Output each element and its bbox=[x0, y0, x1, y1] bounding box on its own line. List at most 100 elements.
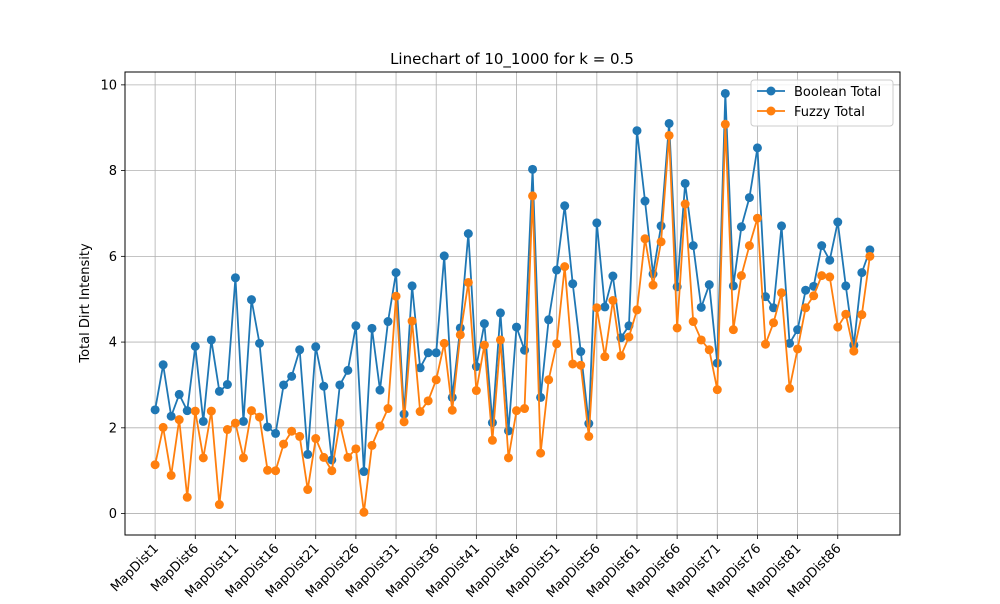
data-point bbox=[367, 323, 377, 333]
data-point bbox=[150, 405, 160, 415]
data-point bbox=[528, 164, 538, 174]
data-point bbox=[777, 288, 787, 298]
data-point bbox=[632, 305, 642, 315]
data-point bbox=[503, 453, 513, 463]
data-point bbox=[648, 280, 658, 290]
data-point bbox=[255, 338, 265, 348]
data-point bbox=[680, 199, 690, 209]
data-point bbox=[174, 415, 184, 425]
y-axis-label: Total Dirt Intensity bbox=[78, 243, 93, 364]
data-point bbox=[238, 416, 248, 426]
data-point bbox=[720, 88, 730, 98]
data-point bbox=[375, 385, 385, 395]
data-point bbox=[295, 431, 305, 441]
data-point bbox=[463, 277, 473, 287]
legend-label-fuzzy: Fuzzy Total bbox=[794, 105, 865, 120]
data-point bbox=[632, 126, 642, 136]
grid-lines bbox=[125, 72, 900, 535]
data-point bbox=[801, 285, 811, 295]
data-point bbox=[752, 143, 762, 153]
data-point bbox=[391, 268, 401, 278]
data-point bbox=[375, 421, 385, 431]
data-point bbox=[785, 338, 795, 348]
data-point bbox=[439, 251, 449, 261]
data-point bbox=[335, 380, 345, 390]
data-point bbox=[423, 396, 433, 406]
data-point bbox=[214, 386, 224, 396]
data-point bbox=[246, 406, 256, 416]
data-point bbox=[865, 245, 875, 255]
data-point bbox=[439, 338, 449, 348]
data-point bbox=[230, 418, 240, 428]
data-point bbox=[447, 392, 457, 402]
data-point bbox=[343, 452, 353, 462]
data-point bbox=[704, 280, 714, 290]
data-point bbox=[311, 342, 321, 352]
data-point bbox=[656, 221, 666, 231]
data-point bbox=[287, 426, 297, 436]
data-point bbox=[271, 466, 281, 476]
data-point bbox=[744, 241, 754, 251]
data-point bbox=[503, 426, 513, 436]
data-point bbox=[471, 386, 481, 396]
data-point bbox=[600, 302, 610, 312]
data-point bbox=[777, 221, 787, 231]
data-point bbox=[319, 452, 329, 462]
data-point bbox=[825, 272, 835, 282]
data-point bbox=[214, 500, 224, 510]
data-point bbox=[857, 268, 867, 278]
series-group bbox=[150, 88, 875, 517]
data-point bbox=[608, 271, 618, 281]
data-point bbox=[560, 262, 570, 272]
data-point bbox=[407, 281, 417, 291]
data-point bbox=[849, 346, 859, 356]
data-point bbox=[568, 359, 578, 369]
data-point bbox=[688, 317, 698, 327]
plot-area bbox=[125, 72, 900, 535]
data-point bbox=[303, 449, 313, 459]
data-point bbox=[166, 470, 176, 480]
data-point bbox=[624, 332, 634, 342]
data-point bbox=[351, 444, 361, 454]
data-point bbox=[841, 309, 851, 319]
data-point bbox=[520, 404, 530, 414]
data-point bbox=[664, 130, 674, 140]
data-point bbox=[351, 321, 361, 331]
chart-title: Linechart of 10_1000 for k = 0.5 bbox=[390, 50, 634, 69]
data-point bbox=[311, 434, 321, 444]
data-point bbox=[455, 330, 465, 340]
y-tick-label: 4 bbox=[109, 336, 117, 351]
plot-frame bbox=[124, 71, 901, 536]
data-point bbox=[487, 435, 497, 445]
data-point bbox=[536, 448, 546, 458]
data-point bbox=[303, 485, 313, 495]
data-point bbox=[246, 295, 256, 305]
data-point bbox=[182, 406, 192, 416]
data-point bbox=[664, 118, 674, 128]
legend: Boolean Total Fuzzy Total bbox=[750, 79, 894, 127]
data-point bbox=[415, 363, 425, 373]
data-point bbox=[150, 460, 160, 470]
data-point bbox=[552, 339, 562, 349]
data-point bbox=[640, 196, 650, 206]
data-point bbox=[696, 302, 706, 312]
data-point bbox=[536, 392, 546, 402]
data-point bbox=[431, 348, 441, 358]
data-point bbox=[383, 404, 393, 414]
y-tick-label: 10 bbox=[100, 78, 117, 93]
data-point bbox=[817, 271, 827, 281]
data-point bbox=[592, 218, 602, 228]
data-point bbox=[616, 351, 626, 361]
y-axis: 0 2 4 6 8 10 bbox=[100, 78, 125, 522]
data-point bbox=[712, 385, 722, 395]
data-point bbox=[528, 191, 538, 201]
y-tick-label: 0 bbox=[109, 507, 117, 522]
data-point bbox=[720, 119, 730, 129]
data-point bbox=[255, 412, 265, 422]
data-point bbox=[335, 418, 345, 428]
data-point bbox=[544, 375, 554, 385]
data-point bbox=[672, 323, 682, 333]
data-point bbox=[383, 317, 393, 327]
